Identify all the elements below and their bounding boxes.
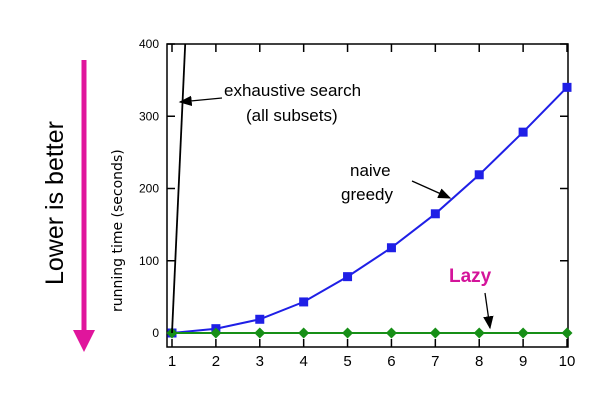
y-axis-label: running time (seconds)	[110, 149, 126, 312]
x-tick-label: 3	[256, 353, 264, 370]
plot-frame	[166, 43, 569, 348]
x-tick-label: 10	[559, 353, 576, 370]
exhaustive-annotation-arrow	[178, 95, 223, 107]
naive-point	[299, 297, 309, 307]
naive-point	[343, 272, 353, 282]
exhaustive-series-line	[171, 43, 187, 334]
lower-is-better-label: Lower is better	[41, 121, 69, 285]
x-tick-label: 8	[475, 353, 483, 370]
exhaustive-annotation-line1: exhaustive search	[224, 81, 361, 100]
y-tick-label: 0	[152, 326, 159, 340]
naive-annotation-line2: greedy	[341, 185, 393, 204]
lazy-point	[517, 327, 529, 339]
y-ticks: 0 100 200 300 400	[139, 37, 568, 340]
x-tick-label: 1	[168, 353, 176, 370]
x-tick-label: 7	[431, 353, 439, 370]
y-tick-label: 100	[139, 254, 159, 268]
lazy-point	[473, 327, 485, 339]
naive-point	[474, 170, 484, 180]
naive-point	[430, 209, 440, 219]
lazy-point	[210, 327, 222, 339]
y-tick-label: 200	[139, 182, 159, 196]
y-tick-label: 400	[139, 37, 159, 51]
lazy-point	[429, 327, 441, 339]
x-tick-label: 4	[299, 353, 307, 370]
naive-point	[562, 82, 572, 92]
naive-annotation-arrow	[411, 180, 452, 199]
lazy-point	[342, 327, 354, 339]
x-tick-label: 6	[387, 353, 395, 370]
lazy-annotation-arrow	[483, 292, 494, 330]
naive-point	[255, 314, 265, 324]
x-tick-label: 5	[343, 353, 351, 370]
lazy-point	[298, 327, 310, 339]
x-tick-label: 9	[519, 353, 527, 370]
lazy-point	[385, 327, 397, 339]
lower-is-better-arrowhead	[73, 330, 95, 352]
series-layer	[166, 43, 573, 339]
exhaustive-annotation-line2: (all subsets)	[246, 106, 338, 125]
naive-annotation-line1: naive	[350, 161, 391, 180]
lazy-point	[254, 327, 266, 339]
x-ticks: 1 2 3 4 5 6 7 8 9 10	[168, 44, 576, 370]
naive-point	[386, 243, 396, 253]
y-tick-label: 300	[139, 109, 159, 123]
naive-point	[518, 127, 528, 137]
lazy-point	[561, 327, 573, 339]
lazy-annotation: Lazy	[449, 266, 492, 287]
naive-series-line	[171, 86, 568, 334]
x-tick-label: 2	[212, 353, 220, 370]
